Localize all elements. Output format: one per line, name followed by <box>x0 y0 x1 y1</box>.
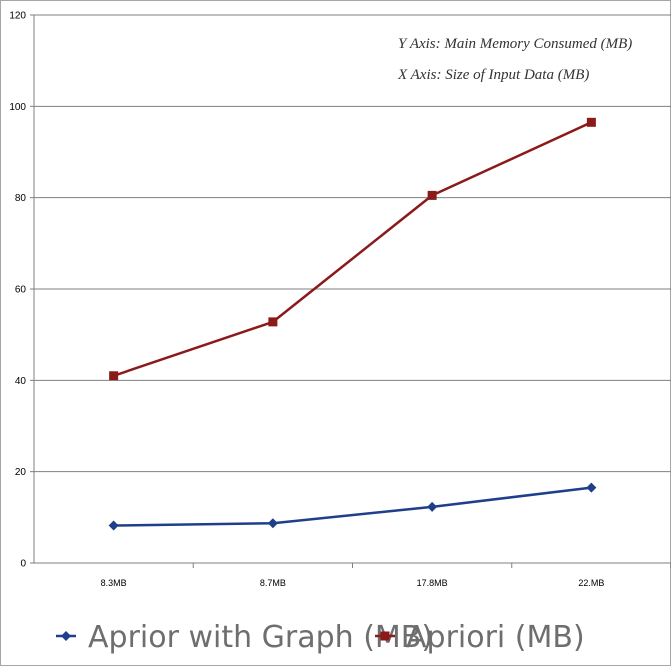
x-tick-labels: 8.3MB 8.7MB 17.8MB 22.MB <box>101 563 671 588</box>
y-tick-label: 100 <box>9 102 26 113</box>
x-tick-label: 22.MB <box>578 578 604 588</box>
data-point-diamond <box>108 520 119 531</box>
series-line-2 <box>113 121 592 377</box>
legend-label-1: Aprior with Graph (MB) <box>88 620 433 655</box>
x-tick-label: 8.7MB <box>260 578 286 588</box>
legend-marker-diamond <box>61 631 71 641</box>
y-tick-label: 20 <box>15 467 27 478</box>
y-tick-label: 80 <box>15 193 27 204</box>
annotation-x-axis: X Axis: Size of Input Data (MB) <box>397 67 589 83</box>
data-point-diamond <box>267 518 278 529</box>
data-point-diamond <box>586 482 597 493</box>
annotation-y-axis: Y Axis: Main Memory Consumed (MB) <box>398 36 632 52</box>
y-tick-label: 120 <box>9 11 26 22</box>
annotation-box <box>392 28 658 104</box>
grid <box>34 14 671 473</box>
data-point-square <box>586 117 596 127</box>
data-point-square <box>427 190 437 200</box>
y-tick-label: 40 <box>15 376 27 387</box>
legend-label-2: Apriori (MB) <box>406 620 585 655</box>
y-tick-labels: 0 20 40 60 80 100 120 <box>9 11 34 570</box>
legend: Aprior with Graph (MB)Apriori (MB) <box>56 620 585 655</box>
legend-marker-square <box>380 631 390 641</box>
x-tick-label: 8.3MB <box>101 578 127 588</box>
y-tick-label: 0 <box>20 559 26 570</box>
data-point-diamond <box>427 501 438 512</box>
series-layer <box>108 117 597 531</box>
data-point-square <box>109 371 119 381</box>
x-tick-label: 17.8MB <box>417 578 448 588</box>
data-point-square <box>268 317 278 327</box>
y-tick-label: 60 <box>15 285 27 296</box>
series-line-1 <box>113 486 592 527</box>
